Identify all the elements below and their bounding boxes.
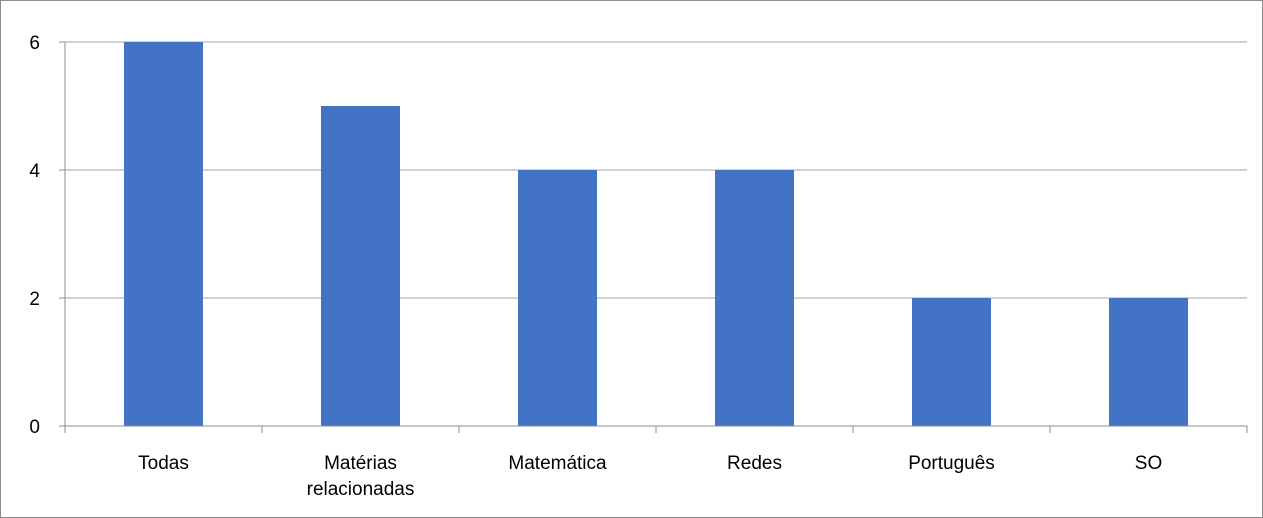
bar-2 (518, 170, 597, 426)
bar-3 (715, 170, 794, 426)
gridlines (65, 41, 1247, 299)
x-tick-label: Todas (138, 453, 189, 474)
y-tick-label: 6 (29, 33, 40, 54)
bar-4 (912, 298, 991, 426)
bar-5 (1109, 298, 1188, 426)
y-tick-label: 2 (29, 289, 40, 310)
bars (124, 42, 1188, 426)
x-tick-label: SO (1135, 453, 1162, 474)
x-axis-tick-labels: Todas Matérias relacionadas Matemática Redes… (138, 453, 1162, 500)
y-tick-label: 0 (29, 417, 40, 438)
x-tick-label: Português (908, 453, 995, 474)
bar-1 (321, 106, 400, 426)
x-tick-label: Matérias relacionadas (307, 453, 415, 500)
x-tick-label: Redes (727, 453, 782, 474)
x-tick-label: Matemática (508, 453, 607, 474)
axes (59, 41, 1248, 433)
y-axis-tick-labels: 0 2 4 6 (29, 33, 40, 438)
y-tick-label: 4 (29, 161, 40, 182)
bar-0 (124, 42, 203, 426)
